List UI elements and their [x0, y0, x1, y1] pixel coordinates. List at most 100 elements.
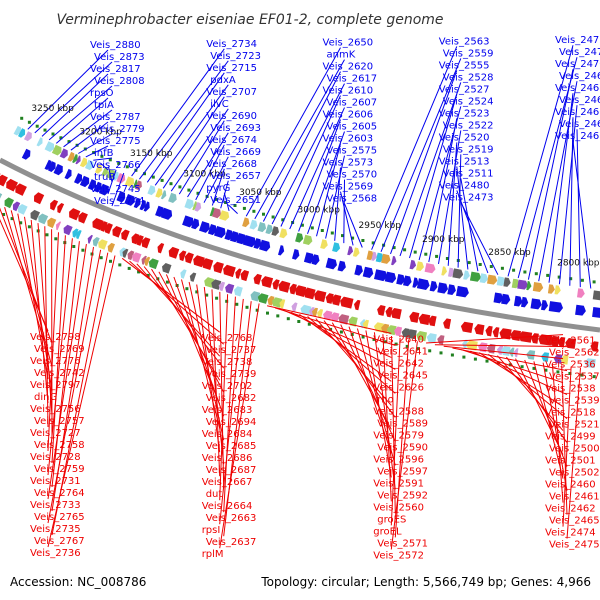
gene-feature — [265, 224, 273, 235]
tick-dot — [19, 221, 23, 225]
label-connector — [394, 339, 410, 538]
gene-feature — [418, 313, 431, 326]
label-connector — [533, 361, 564, 479]
tick-dot — [169, 182, 173, 186]
gene-feature — [36, 137, 43, 147]
label-connector — [154, 84, 229, 186]
tick-dot — [580, 373, 584, 377]
gene-feature — [184, 252, 194, 264]
gene-feature — [250, 291, 261, 302]
gene-feature — [12, 201, 21, 212]
tick-dot — [424, 252, 428, 256]
reverse-gene-label: Veis_2465 — [549, 516, 600, 527]
reverse-gene-label: Veis_2768 — [202, 333, 253, 344]
gene-feature — [76, 230, 82, 240]
reverse-gene-label: Veis_2536 — [545, 360, 596, 371]
gene-feature — [337, 260, 346, 272]
tick-dot — [520, 365, 524, 369]
tick-dot — [51, 132, 55, 136]
label-connector — [426, 334, 564, 344]
reverse-gene-label: Veis_2637 — [206, 537, 257, 548]
tick-dot — [557, 275, 561, 279]
label-connector — [266, 305, 392, 334]
gene-feature — [207, 224, 217, 236]
label-connector — [47, 255, 116, 548]
kbp-tick-label: 3200 kbp — [79, 127, 122, 137]
label-connector — [203, 156, 229, 203]
forward-gene-label: rpsO — [90, 88, 114, 99]
gene-feature — [202, 258, 214, 270]
gene-feature — [560, 355, 569, 365]
reverse-gene-label: Veis_2597 — [377, 466, 428, 477]
gene-feature — [184, 198, 194, 210]
forward-gene-label: Veis_2734 — [206, 39, 257, 50]
reverse-gene-label: Veis_2769 — [34, 344, 85, 355]
gene-feature — [30, 209, 40, 221]
reverse-gene-label: Veis_2640 — [373, 334, 424, 345]
gene-feature — [0, 193, 3, 199]
tick-dot — [67, 140, 71, 144]
reverse-gene-label: Veis_2626 — [373, 382, 424, 393]
tick-dot — [403, 248, 407, 252]
map-title: Verminephrobacter eiseniae EF01-2, compl… — [56, 12, 443, 28]
forward-gene-label: Veis_2880 — [90, 40, 141, 51]
gene-feature — [249, 219, 258, 230]
gene-feature — [554, 285, 561, 295]
label-connector — [456, 166, 469, 270]
reverse-gene-label: Veis_2682 — [206, 393, 257, 404]
tick-dot — [151, 175, 155, 179]
gene-feature — [236, 233, 246, 245]
tick-dot — [489, 265, 493, 268]
tick-dot — [117, 161, 121, 165]
label-connector — [497, 355, 564, 431]
gene-feature — [182, 215, 194, 228]
reverse-gene-ring — [0, 173, 599, 352]
label-connector — [447, 142, 458, 266]
gene-feature — [160, 190, 167, 200]
forward-gene-label: pdxA — [210, 75, 236, 86]
gene-feature — [67, 151, 75, 162]
forward-gene-label: Veis_2573 — [323, 158, 374, 169]
label-connector — [63, 109, 113, 148]
reverse-gene-label: Veis_2460 — [545, 480, 596, 491]
forward-gene-ring — [21, 148, 600, 318]
forward-gene-label: Veis_2519 — [443, 144, 494, 155]
tick-dot — [416, 347, 420, 351]
gene-feature — [168, 246, 180, 259]
tick-dot — [478, 263, 482, 266]
gene-feature — [396, 274, 405, 285]
tick-dot — [428, 349, 432, 353]
label-connector — [576, 129, 581, 288]
reverse-gene-label: Veis_2759 — [34, 464, 85, 475]
label-connector — [55, 97, 109, 144]
forward-gene-label: Veis_2513 — [439, 156, 490, 167]
gene-feature — [87, 234, 93, 244]
label-connector — [517, 57, 578, 279]
tick-dot — [310, 226, 314, 230]
gene-feature — [257, 293, 269, 304]
gene-feature — [426, 333, 437, 344]
forward-gene-label: Veis_2707 — [206, 87, 257, 98]
label-connector — [44, 226, 49, 428]
reverse-gene-label: Veis_2641 — [377, 346, 428, 357]
gene-feature — [85, 159, 94, 171]
label-connector — [348, 326, 392, 454]
gene-feature — [532, 282, 544, 292]
tick-dot — [500, 266, 504, 270]
kbp-tick-label: 3250 kbp — [31, 104, 74, 114]
tick-dot — [405, 344, 409, 348]
gene-feature — [549, 335, 560, 347]
gene-feature — [100, 221, 108, 232]
gene-feature — [437, 335, 445, 345]
gene-feature — [289, 283, 297, 295]
label-connector — [289, 107, 345, 230]
gene-feature — [112, 226, 123, 238]
gene-feature — [272, 279, 280, 290]
gene-feature — [541, 300, 548, 311]
reverse-gene-label: Veis_2579 — [373, 430, 424, 441]
genome-backbone — [0, 157, 600, 333]
forward-gene-label: Veis_2528 — [443, 72, 494, 83]
reverse-gene-label: Veis_2589 — [377, 418, 428, 429]
reverse-gene-label: Veis_2538 — [545, 384, 596, 395]
